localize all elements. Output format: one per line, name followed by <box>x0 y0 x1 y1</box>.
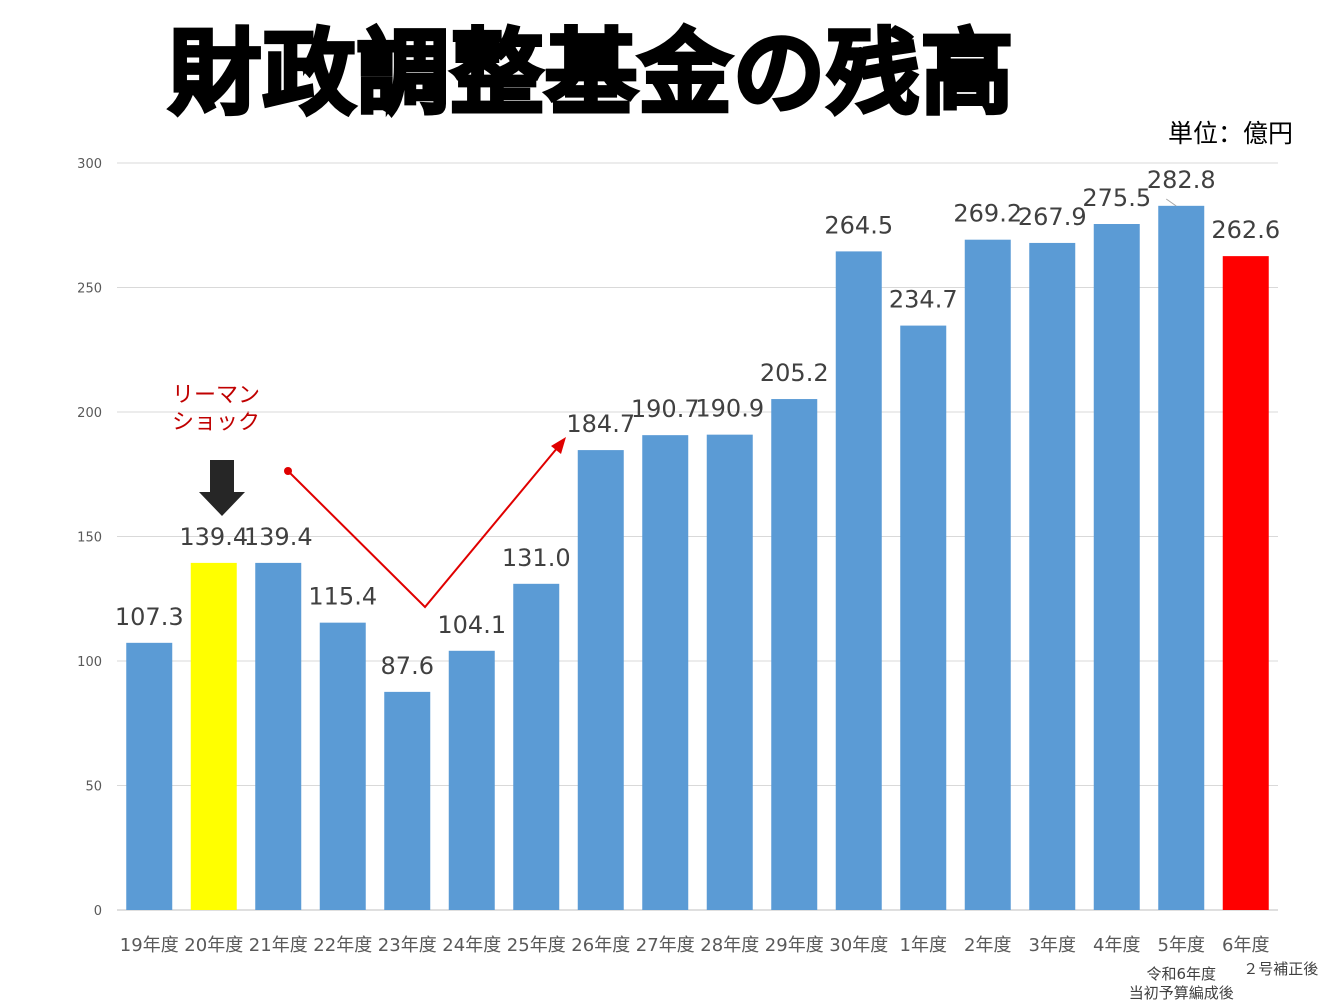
trend-arrow <box>284 437 566 609</box>
data-label: 184.7 <box>566 410 635 438</box>
bar <box>1222 256 1269 911</box>
x-tick-label: 2年度 <box>964 935 1011 956</box>
bar <box>577 450 624 910</box>
x-tick-label: 25年度 <box>507 935 566 956</box>
bar <box>1093 224 1140 910</box>
data-label: 139.4 <box>179 523 248 551</box>
bar <box>190 562 237 910</box>
x-tick-label: 5年度 <box>1158 935 1205 956</box>
data-label: 131.0 <box>502 544 571 572</box>
data-label: 139.4 <box>244 523 313 551</box>
data-label: 234.7 <box>889 286 958 314</box>
data-label: 190.9 <box>695 395 764 423</box>
annotation-line-2: ショック <box>172 410 261 435</box>
data-label: 107.3 <box>115 603 184 631</box>
x-tick-label: 29年度 <box>765 935 824 956</box>
data-label: 205.2 <box>760 359 829 387</box>
lehman-shock-annotation: リーマン ショック <box>172 382 260 436</box>
x-tick-label: 19年度 <box>120 935 179 956</box>
x-tick-label: 4年度 <box>1093 935 1140 956</box>
x-tick-label: 23年度 <box>378 935 437 956</box>
category-note: 令和6年度 <box>1146 965 1216 983</box>
bar <box>319 622 366 910</box>
down-arrow-icon <box>199 460 245 516</box>
bar <box>384 691 431 910</box>
y-tick-label: 100 <box>77 655 102 670</box>
data-label: 264.5 <box>824 211 893 239</box>
x-tick-label: 30年度 <box>829 935 888 956</box>
data-label: 275.5 <box>1082 184 1151 212</box>
x-tick-label: 1年度 <box>900 935 947 956</box>
data-label: 190.7 <box>631 395 700 423</box>
y-tick-label: 250 <box>77 282 102 297</box>
bar <box>126 642 173 910</box>
x-tick-label: 26年度 <box>571 935 630 956</box>
bar <box>964 239 1011 910</box>
y-tick-label: 0 <box>94 904 102 919</box>
bar <box>1158 205 1205 910</box>
bar <box>835 251 882 910</box>
bar <box>706 434 753 910</box>
x-tick-label: 3年度 <box>1029 935 1076 956</box>
data-label: 282.8 <box>1147 166 1216 194</box>
bar <box>255 562 302 910</box>
annotation-line-1: リーマン <box>172 383 261 408</box>
data-label: 269.2 <box>953 200 1022 228</box>
data-label: 267.9 <box>1018 203 1087 231</box>
data-label: 87.6 <box>381 652 434 680</box>
data-label: 262.6 <box>1211 216 1280 244</box>
x-tick-label: 24年度 <box>442 935 501 956</box>
x-tick-label: 20年度 <box>184 935 243 956</box>
bar <box>448 650 495 910</box>
bar <box>513 583 560 910</box>
x-tick-label: 28年度 <box>700 935 759 956</box>
y-tick-label: 300 <box>77 157 102 172</box>
leader-line <box>1165 198 1177 207</box>
bar <box>642 435 689 910</box>
x-tick-label: 6年度 <box>1222 935 1269 956</box>
bar <box>900 325 947 910</box>
y-tick-label: 200 <box>77 406 102 421</box>
category-note: 当初予算編成後 <box>1129 984 1234 1002</box>
y-tick-label: 150 <box>77 531 102 546</box>
unit-label: 単位：億円 <box>1168 119 1294 148</box>
bar <box>1029 242 1076 910</box>
data-label: 104.1 <box>437 611 506 639</box>
x-tick-label: 27年度 <box>636 935 695 956</box>
bar <box>771 399 818 910</box>
y-tick-label: 50 <box>85 780 102 795</box>
x-tick-label: 21年度 <box>249 935 308 956</box>
category-note: ２号補正後 <box>1243 960 1318 978</box>
data-label: 115.4 <box>308 583 377 611</box>
x-tick-label: 22年度 <box>313 935 372 956</box>
chart-title: 財政調整基金の残高 <box>167 20 1015 127</box>
